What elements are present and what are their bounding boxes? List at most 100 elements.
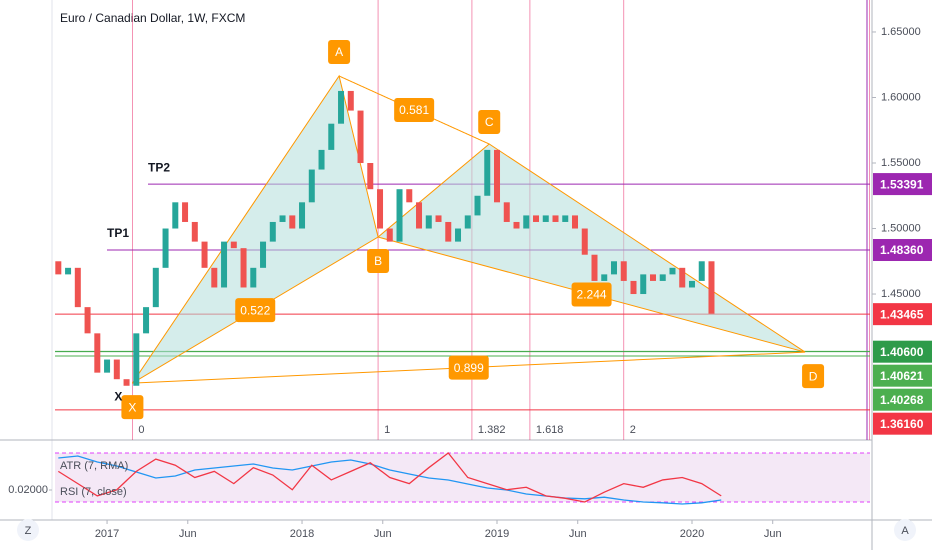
candle: [279, 215, 286, 222]
candle: [425, 215, 432, 229]
candle: [133, 333, 140, 386]
y-tick-label: 1.50000: [881, 222, 921, 234]
tp-label: TP1: [107, 226, 129, 240]
price-box: [873, 340, 932, 363]
ratio-box: [394, 98, 435, 122]
x-tick-label: Jun: [764, 528, 782, 540]
candle: [211, 267, 218, 288]
candle: [65, 267, 72, 275]
candle: [338, 90, 345, 124]
point-box: [121, 395, 144, 420]
candle: [230, 241, 237, 249]
candle: [620, 261, 627, 281]
candle: [630, 280, 637, 295]
candle: [396, 189, 403, 242]
x-tick-label: 2020: [680, 528, 704, 540]
candle: [328, 123, 335, 150]
candle: [581, 228, 588, 255]
candle: [601, 274, 608, 281]
candle: [416, 202, 423, 229]
price-box-label: 1.53391: [880, 177, 924, 191]
ratio-label: 2.244: [577, 288, 607, 302]
candle: [201, 241, 208, 268]
price-box-label: 1.48360: [880, 243, 924, 257]
ratio-box: [448, 355, 489, 380]
candle: [143, 307, 150, 334]
candle: [367, 163, 374, 190]
candle: [347, 90, 354, 111]
price-box: [873, 364, 932, 387]
x-tick-label: 2019: [485, 528, 509, 540]
candle: [455, 228, 462, 242]
candle: [162, 228, 169, 268]
ratio-box: [571, 282, 612, 307]
y-tick-label: 1.55000: [881, 157, 921, 169]
x-tick-label: Jun: [374, 528, 392, 540]
candle: [318, 149, 325, 170]
x-tick-label: Jun: [569, 528, 587, 540]
time-fib-label: 1: [384, 424, 390, 436]
candle: [240, 248, 247, 288]
candle: [377, 189, 384, 229]
candle: [123, 379, 130, 386]
candle: [533, 215, 540, 222]
ratio-label: 0.522: [240, 303, 270, 317]
price-box: [873, 239, 932, 262]
candle: [386, 228, 393, 242]
left-button-label[interactable]: Z: [25, 525, 32, 537]
ratio-label: 0.899: [454, 361, 484, 375]
candle: [445, 221, 452, 242]
price-box-label: 1.36160: [880, 417, 924, 431]
indicator-legend: RSI (7, close): [60, 486, 127, 498]
ratio-label: 0.581: [399, 103, 429, 117]
candle: [74, 267, 81, 308]
x-tick-label: 2018: [290, 528, 314, 540]
point-label: C: [485, 115, 494, 129]
point-label: D: [809, 369, 818, 383]
indicator-legend: ATR (7, RMA): [60, 460, 128, 472]
candle: [474, 195, 481, 216]
price-box: [873, 412, 932, 435]
candle: [688, 280, 695, 288]
time-fib-label: 1.382: [478, 424, 506, 436]
indicator-line: [58, 455, 722, 505]
candle: [523, 215, 530, 229]
candle: [610, 261, 617, 275]
x-tick-label: Jun: [179, 528, 197, 540]
candle: [464, 215, 471, 229]
candle: [221, 241, 228, 288]
rsi-band: [55, 452, 870, 502]
candle: [435, 215, 442, 222]
point-label: X: [128, 400, 136, 414]
candle: [406, 189, 413, 203]
candle: [669, 267, 676, 275]
price-box-label: 1.40600: [880, 345, 924, 359]
candle: [172, 202, 179, 229]
price-box-label: 1.40621: [880, 369, 924, 383]
time-fib-label: 0: [138, 424, 144, 436]
candle: [698, 261, 705, 281]
candle: [308, 169, 315, 203]
candle: [104, 359, 111, 373]
candle: [591, 254, 598, 281]
right-button-label[interactable]: A: [901, 525, 909, 537]
y-tick-label: 1.65000: [881, 26, 921, 38]
candle: [113, 359, 120, 380]
ratio-box: [235, 298, 276, 323]
tp-label: TP2: [148, 160, 170, 174]
candle: [640, 274, 647, 295]
right-button[interactable]: [894, 519, 916, 541]
price-box-label: 1.40268: [880, 393, 924, 407]
candle: [562, 215, 569, 222]
price-box: [873, 303, 932, 326]
candle: [708, 261, 715, 314]
candle: [84, 307, 91, 334]
price-box: [873, 173, 932, 196]
point-label: B: [374, 254, 382, 268]
left-button[interactable]: [17, 519, 39, 541]
candle: [484, 149, 491, 196]
candle: [357, 110, 364, 164]
point-box: [802, 364, 825, 389]
candle: [572, 215, 579, 229]
candle: [299, 202, 306, 229]
